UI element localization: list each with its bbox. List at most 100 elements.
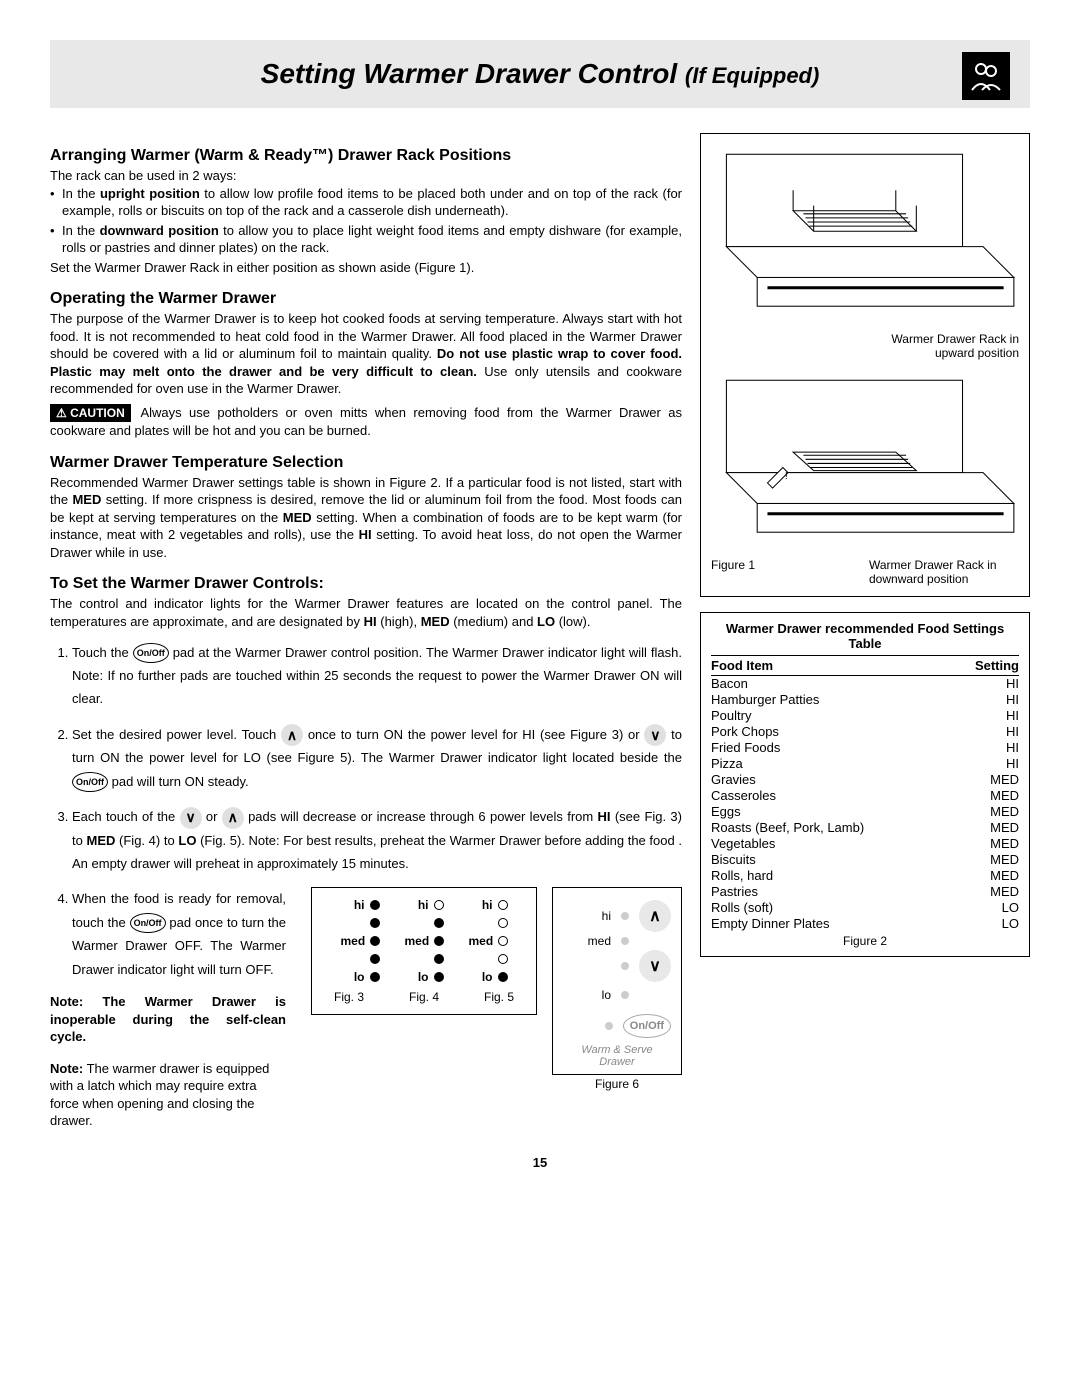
fig1-cap-down: Warmer Drawer Rack in downward position xyxy=(869,558,1019,586)
food-table: Food ItemSetting BaconHIHamburger Pattie… xyxy=(711,655,1019,932)
steps-list: Touch the On/Off pad at the Warmer Drawe… xyxy=(50,641,682,876)
table-row: Roasts (Beef, Pork, Lamb)MED xyxy=(711,820,1019,836)
table-row: Pork ChopsHI xyxy=(711,724,1019,740)
s2-p1: The purpose of the Warmer Drawer is to k… xyxy=(50,310,682,398)
bottom-row: When the food is ready for removal, touc… xyxy=(50,887,682,1129)
page-number: 15 xyxy=(50,1155,1030,1170)
indicator-dot xyxy=(434,900,444,910)
caution-badge: CAUTION xyxy=(50,404,131,422)
s4-intro: The control and indicator lights for the… xyxy=(50,595,682,630)
indicator-dot xyxy=(621,912,629,920)
step-1: Touch the On/Off pad at the Warmer Drawe… xyxy=(72,641,682,711)
step-2: Set the desired power level. Touch ∧ onc… xyxy=(72,723,682,793)
title-bar: Setting Warmer Drawer Control (If Equipp… xyxy=(50,40,1030,108)
indicator-dot xyxy=(370,900,380,910)
fig6-lo: lo xyxy=(602,988,611,1002)
th-setting: Setting xyxy=(950,655,1019,675)
list-item: In the upright position to allow low pro… xyxy=(50,185,682,220)
table-row: Rolls (soft)LO xyxy=(711,900,1019,916)
table-row: PastriesMED xyxy=(711,884,1019,900)
s3-heading: Warmer Drawer Temperature Selection xyxy=(50,454,682,472)
list-item: In the downward position to allow you to… xyxy=(50,222,682,257)
indicator-dot xyxy=(434,972,444,982)
s1-intro: The rack can be used in 2 ways: xyxy=(50,167,682,185)
left-column: Arranging Warmer (Warm & Ready™) Drawer … xyxy=(50,133,682,1130)
fig6-hi: hi xyxy=(602,909,611,923)
figure-345: himedlo himedlo himedlo Fig. 3 Fig. 4 Fig.… xyxy=(311,887,537,1015)
table-row: BiscuitsMED xyxy=(711,852,1019,868)
indicator-dot xyxy=(370,954,380,964)
title-main: Setting Warmer Drawer Control xyxy=(261,58,677,89)
svg-text:!: ! xyxy=(785,471,788,482)
s2-heading: Operating the Warmer Drawer xyxy=(50,290,682,308)
s1-list: In the upright position to allow low pro… xyxy=(50,185,682,257)
main-content: Arranging Warmer (Warm & Ready™) Drawer … xyxy=(50,133,1030,1130)
table-row: PizzaHI xyxy=(711,756,1019,772)
drawer-down-icon: ! xyxy=(711,370,1019,555)
indicator-dot xyxy=(621,937,629,945)
indicator-dot xyxy=(370,936,380,946)
table-row: Rolls, hardMED xyxy=(711,868,1019,884)
s1-heading: Arranging Warmer (Warm & Ready™) Drawer … xyxy=(50,147,682,165)
s1-outro: Set the Warmer Drawer Rack in either pos… xyxy=(50,259,682,277)
down-arrow-icon: ∨ xyxy=(180,807,202,829)
down-arrow-icon: ∨ xyxy=(639,950,671,982)
indicator-dot xyxy=(498,954,508,964)
dot-column: himedlo xyxy=(405,898,444,984)
table-row: Empty Dinner PlatesLO xyxy=(711,916,1019,932)
food-table-box: Warmer Drawer recommended Food Settings … xyxy=(700,612,1030,957)
up-arrow-icon: ∧ xyxy=(281,724,303,746)
table-row: Hamburger PattiesHI xyxy=(711,692,1019,708)
right-column: Warmer Drawer Rack in upward position ! … xyxy=(700,133,1030,1130)
dot-column: himedlo xyxy=(341,898,380,984)
table-row: GraviesMED xyxy=(711,772,1019,788)
indicator-dot xyxy=(498,900,508,910)
step-3: Each touch of the ∨ or ∧ pads will decre… xyxy=(72,805,682,875)
fig5-label: Fig. 5 xyxy=(474,990,524,1004)
table-row: EggsMED xyxy=(711,804,1019,820)
s4-heading: To Set the Warmer Drawer Controls: xyxy=(50,575,682,593)
indicator-dot xyxy=(621,991,629,999)
onoff-icon: On/Off xyxy=(130,913,166,933)
fig1-cap-up: Warmer Drawer Rack in upward position xyxy=(711,332,1019,360)
table-row: VegetablesMED xyxy=(711,836,1019,852)
fig3-label: Fig. 3 xyxy=(324,990,374,1004)
onoff-icon: On/Off xyxy=(72,772,108,792)
indicator-dot xyxy=(434,936,444,946)
fig2-caption: Figure 2 xyxy=(711,934,1019,948)
figure-1: Warmer Drawer Rack in upward position ! … xyxy=(700,133,1030,597)
page-title: Setting Warmer Drawer Control (If Equipp… xyxy=(261,58,820,90)
indicator-dot xyxy=(434,954,444,964)
indicator-dot xyxy=(370,972,380,982)
bottom-left-text: When the food is ready for removal, touc… xyxy=(50,887,286,1129)
figure-6: hi∧ med ∨ lo On/Off Warm & Serve Drawer xyxy=(552,887,682,1075)
dot-column: himedlo xyxy=(469,898,508,984)
indicator-dot xyxy=(498,936,508,946)
table-row: BaconHI xyxy=(711,675,1019,692)
th-food: Food Item xyxy=(711,655,950,675)
indicator-dot xyxy=(370,918,380,928)
steps-list-cont: When the food is ready for removal, touc… xyxy=(50,887,286,981)
note-selfclean: Note: The Warmer Drawer is inoperable du… xyxy=(50,993,286,1046)
fig6-caption: Figure 6 xyxy=(552,1077,682,1091)
fig6-med: med xyxy=(588,934,611,948)
step-4: When the food is ready for removal, touc… xyxy=(72,887,286,981)
title-sub: (If Equipped) xyxy=(685,63,819,88)
fig6-subtitle: Warm & Serve Drawer xyxy=(563,1044,671,1068)
indicator-dot xyxy=(498,972,508,982)
up-arrow-icon: ∧ xyxy=(639,900,671,932)
up-arrow-icon: ∧ xyxy=(222,807,244,829)
s2-caution: CAUTION Always use potholders or oven mi… xyxy=(50,404,682,440)
food-table-title: Warmer Drawer recommended Food Settings … xyxy=(711,621,1019,651)
fig4-label: Fig. 4 xyxy=(399,990,449,1004)
s3-p1: Recommended Warmer Drawer settings table… xyxy=(50,474,682,562)
indicator-dot xyxy=(498,918,508,928)
table-row: Fried FoodsHI xyxy=(711,740,1019,756)
down-arrow-icon: ∨ xyxy=(644,724,666,746)
note-latch: Note: The warmer drawer is equipped with… xyxy=(50,1060,286,1130)
table-row: CasserolesMED xyxy=(711,788,1019,804)
figure-6-wrap: hi∧ med ∨ lo On/Off Warm & Serve Drawer … xyxy=(552,887,682,1091)
indicator-dot xyxy=(434,918,444,928)
fig1-label: Figure 1 xyxy=(711,558,755,586)
fig345-labels: Fig. 3 Fig. 4 Fig. 5 xyxy=(324,990,524,1004)
